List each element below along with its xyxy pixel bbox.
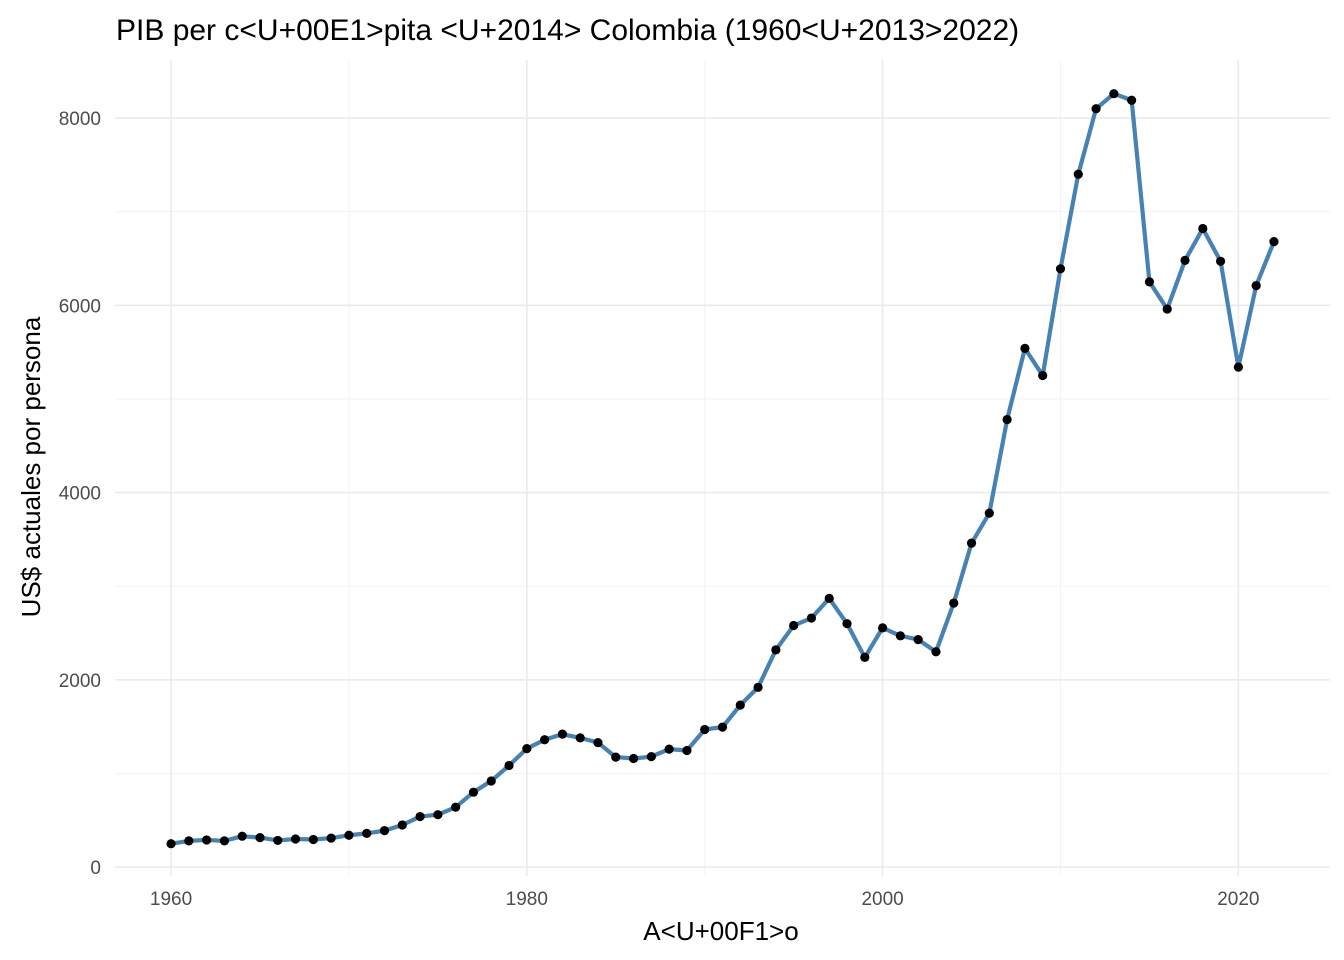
data-point: [682, 745, 692, 756]
data-point: [913, 634, 923, 645]
data-point: [166, 839, 176, 849]
data-point: [273, 835, 283, 846]
axes: 1960 1980 2000 2020 0 2000 4000 6000 8000: [59, 109, 1260, 910]
data-point: [1055, 264, 1066, 274]
data-point: [344, 830, 354, 840]
y-axis-title: US$ actuales por persona: [16, 316, 46, 617]
data-point: [219, 836, 230, 846]
data-point: [362, 828, 372, 838]
data-point: [949, 598, 959, 608]
data-point: [290, 834, 301, 844]
data-point: [255, 833, 265, 843]
x-tick-label: 1980: [506, 889, 548, 910]
data-point: [789, 620, 799, 631]
data-point: [1073, 169, 1083, 179]
x-tick-label: 2020: [1217, 889, 1259, 910]
data-point: [1180, 255, 1190, 265]
y-tick-label: 2000: [59, 671, 101, 692]
data-point: [326, 833, 336, 843]
data-point: [735, 700, 745, 710]
data-point: [1144, 277, 1155, 287]
x-tick-label: 1960: [150, 889, 192, 910]
data-point: [1109, 89, 1119, 99]
y-tick-label: 6000: [59, 296, 101, 317]
data-point: [1091, 104, 1101, 114]
data-point: [433, 810, 443, 820]
data-point: [717, 722, 728, 732]
data-series: [166, 89, 1279, 849]
x-axis-title: A<U+00F1>o: [643, 916, 798, 946]
data-point: [860, 652, 870, 662]
y-tick-label: 0: [90, 858, 101, 879]
data-point: [646, 752, 656, 762]
data-point: [486, 776, 496, 786]
data-point: [237, 831, 247, 841]
data-point: [1269, 237, 1279, 247]
data-point: [308, 834, 318, 845]
grid: [115, 60, 1330, 876]
data-point: [700, 724, 710, 735]
data-point: [966, 538, 977, 548]
data-point: [468, 787, 479, 797]
data-point: [1233, 362, 1243, 372]
data-point: [611, 752, 621, 762]
data-point: [878, 623, 888, 633]
data-point: [1002, 414, 1012, 425]
data-point: [522, 744, 532, 754]
data-point: [895, 631, 905, 641]
x-tick-label: 2000: [861, 889, 903, 910]
data-point: [1162, 304, 1172, 314]
data-point: [1198, 223, 1208, 234]
data-point: [806, 613, 817, 623]
data-point: [184, 836, 194, 846]
data-point: [415, 811, 425, 822]
data-point: [202, 835, 212, 845]
data-point: [842, 619, 852, 629]
data-point: [575, 733, 585, 743]
data-point: [451, 802, 461, 812]
data-point: [1251, 281, 1261, 291]
data-point: [824, 593, 834, 603]
data-point: [557, 729, 567, 739]
y-tick-label: 4000: [59, 484, 101, 505]
data-point: [628, 753, 639, 764]
data-point: [1038, 370, 1048, 381]
data-point: [771, 645, 781, 655]
data-point: [931, 647, 941, 657]
y-tick-label: 8000: [59, 109, 101, 130]
chart-title: PIB per c<U+00E1>pita <U+2014> Colombia …: [116, 14, 1019, 47]
data-point: [504, 760, 514, 771]
data-point: [1215, 256, 1226, 266]
data-point: [397, 820, 407, 830]
data-point: [1020, 343, 1030, 353]
data-point: [984, 508, 994, 518]
data-point: [753, 682, 763, 692]
data-point: [540, 735, 550, 745]
data-point: [379, 825, 390, 836]
data-point: [1127, 95, 1137, 105]
data-point: [593, 737, 603, 748]
data-point: [664, 744, 674, 754]
